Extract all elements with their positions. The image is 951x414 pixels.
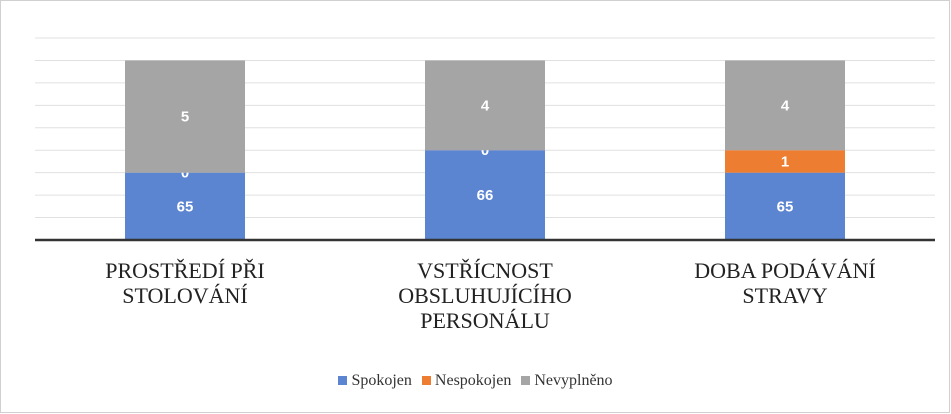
legend-item: Spokojen (338, 372, 412, 390)
data-label: 0 (181, 165, 189, 182)
data-label: 65 (777, 198, 794, 215)
bar-segment (425, 150, 545, 240)
x-tick-label: PROSTŘEDÍ PŘI STOLOVÁNÍ (105, 258, 265, 308)
bar-segment (425, 60, 545, 151)
x-tick-label: DOBA PODÁVÁNÍ STRAVY (694, 258, 876, 308)
data-label: 66 (477, 187, 494, 204)
data-label: 1 (781, 153, 789, 170)
bar-segment (725, 150, 845, 173)
legend: Spokojen Nespokojen Nevyplněno (0, 372, 951, 390)
legend-swatch (338, 376, 348, 385)
legend-swatch (521, 376, 531, 385)
data-label: 0 (481, 142, 489, 159)
data-label: 65 (177, 198, 194, 215)
legend-label: Spokojen (351, 372, 412, 389)
bar-segment (125, 172, 245, 240)
x-tick-label: VSTŘÍCNOST OBSLUHUJÍCÍHO PERSONÁLU (398, 258, 572, 333)
legend-item: Nevyplněno (521, 372, 613, 390)
legend-label: Nevyplněno (534, 372, 613, 389)
data-label: 4 (481, 97, 490, 114)
legend-item: Nespokojen (421, 372, 512, 390)
data-label: 4 (781, 97, 790, 114)
bar-segment (125, 60, 245, 173)
bar-segment (725, 60, 845, 151)
data-label: 5 (181, 109, 189, 126)
bar-segment (725, 172, 845, 240)
legend-swatch (421, 376, 431, 385)
legend-label: Nespokojen (434, 372, 512, 389)
